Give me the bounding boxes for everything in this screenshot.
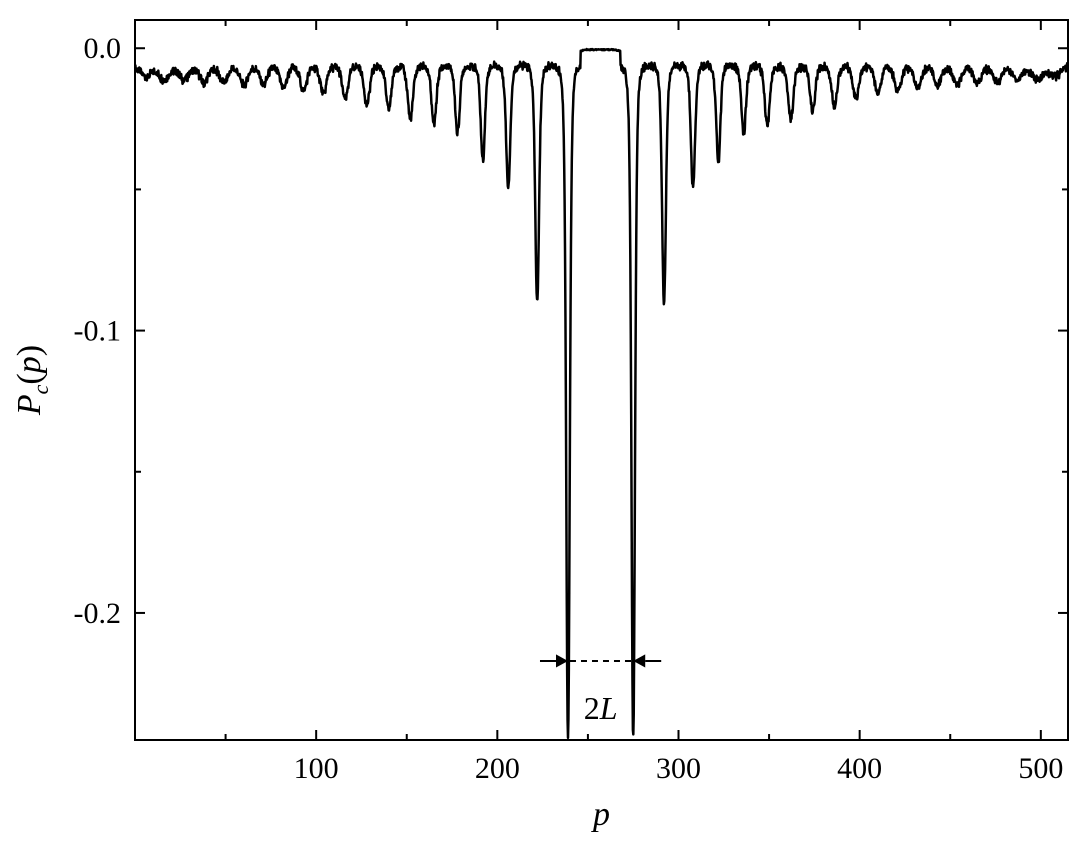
x-tick-label: 200 xyxy=(475,752,520,785)
x-tick-label: 300 xyxy=(656,752,701,785)
y-tick-label: -0.2 xyxy=(74,597,122,630)
x-tick-label: 400 xyxy=(837,752,882,785)
chart-svg: 100 200 300 400 500 0.0 -0.1 -0.2 p Pc(p) 2L xyxy=(0,0,1088,846)
x-tick-label: 500 xyxy=(1018,752,1063,785)
y-tick-label: 0.0 xyxy=(84,32,122,65)
chart-container: 100 200 300 400 500 0.0 -0.1 -0.2 p Pc(p) 2L xyxy=(0,0,1088,846)
x-tick-label: 100 xyxy=(294,752,339,785)
y-axis-label: Pc(p) xyxy=(11,345,53,416)
y-tick-label: -0.1 xyxy=(74,315,122,348)
annotation-label: 2L xyxy=(584,690,618,726)
x-axis-label: p xyxy=(591,796,610,833)
